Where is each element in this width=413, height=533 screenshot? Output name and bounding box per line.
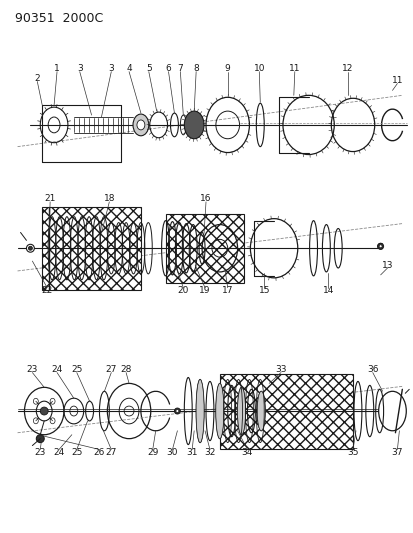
Ellipse shape	[133, 114, 148, 136]
Text: 4: 4	[126, 64, 132, 73]
Text: 12: 12	[342, 64, 353, 73]
Ellipse shape	[26, 244, 34, 252]
Text: 26: 26	[94, 448, 105, 457]
Ellipse shape	[184, 111, 204, 139]
Text: 21: 21	[44, 195, 56, 204]
Text: 14: 14	[322, 286, 333, 295]
Text: 24: 24	[51, 365, 62, 374]
Ellipse shape	[174, 408, 180, 414]
Text: 90351  2000C: 90351 2000C	[14, 12, 102, 26]
Ellipse shape	[378, 245, 381, 248]
Text: 34: 34	[241, 448, 252, 457]
Text: 30: 30	[166, 448, 178, 457]
Text: 23: 23	[35, 448, 46, 457]
Text: 31: 31	[186, 448, 197, 457]
Ellipse shape	[28, 246, 32, 250]
Ellipse shape	[40, 407, 48, 415]
Ellipse shape	[36, 435, 44, 442]
Text: 3: 3	[77, 64, 83, 73]
Ellipse shape	[176, 409, 178, 413]
Text: 2: 2	[34, 74, 40, 83]
Text: 28: 28	[120, 365, 131, 374]
Bar	[42, 207, 140, 289]
Text: 32: 32	[204, 448, 215, 457]
Text: 16: 16	[200, 195, 211, 204]
Bar	[219, 374, 352, 449]
Bar	[165, 214, 244, 283]
Text: 36: 36	[366, 365, 377, 374]
Text: 11: 11	[288, 64, 300, 73]
Text: 22: 22	[41, 286, 53, 295]
Ellipse shape	[215, 383, 223, 439]
Text: 3: 3	[108, 64, 114, 73]
Text: 23: 23	[26, 365, 38, 374]
Ellipse shape	[196, 379, 204, 442]
Text: 25: 25	[71, 365, 82, 374]
Text: 5: 5	[145, 64, 151, 73]
Text: 10: 10	[253, 64, 264, 73]
Text: 35: 35	[347, 448, 358, 457]
Text: 7: 7	[177, 64, 183, 73]
Text: 11: 11	[391, 76, 402, 85]
Text: 20: 20	[177, 286, 189, 295]
Text: 27: 27	[105, 365, 117, 374]
Text: 25: 25	[71, 448, 82, 457]
Text: 24: 24	[53, 448, 64, 457]
Ellipse shape	[377, 244, 383, 249]
Text: 13: 13	[381, 261, 392, 270]
Text: 6: 6	[165, 64, 171, 73]
Text: 17: 17	[221, 286, 233, 295]
Ellipse shape	[257, 391, 265, 431]
Text: 8: 8	[193, 64, 199, 73]
Ellipse shape	[237, 387, 245, 435]
Text: 18: 18	[103, 195, 115, 204]
Text: 33: 33	[275, 365, 286, 374]
Text: 37: 37	[391, 448, 402, 457]
Text: 15: 15	[258, 286, 269, 295]
Text: 27: 27	[105, 448, 117, 457]
Text: 1: 1	[54, 64, 60, 73]
Ellipse shape	[137, 120, 145, 130]
Text: 29: 29	[147, 448, 158, 457]
Text: 19: 19	[199, 286, 210, 295]
Text: 9: 9	[224, 64, 230, 73]
